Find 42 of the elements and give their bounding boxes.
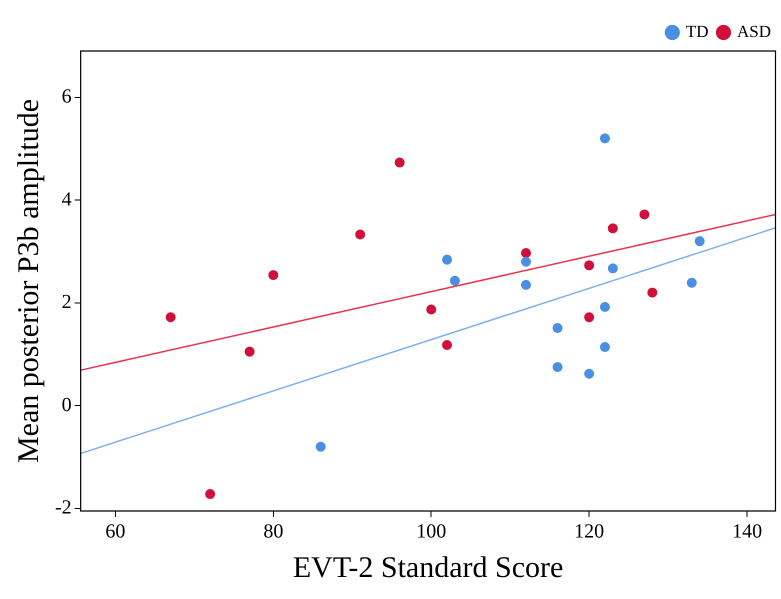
point [244,346,255,357]
point [647,288,658,298]
point [552,362,563,372]
point [205,489,216,500]
point [600,302,610,312]
point [520,256,531,267]
point [442,340,452,350]
x-tick-label: 100 [416,520,446,542]
point [639,209,650,220]
point [520,248,531,258]
point [520,280,531,290]
x-axis-title: EVT-2 Standard Score [292,550,564,584]
point [584,368,594,379]
point [600,342,610,352]
point [268,270,278,280]
point [584,312,594,322]
point [552,323,563,334]
point [600,133,610,144]
y-tick-label: 2 [62,291,72,314]
point [686,278,697,288]
y-tick-label: 0 [62,394,72,416]
point [608,263,618,274]
x-tick-label: 120 [574,520,604,542]
point [450,276,460,286]
legend-label: ASD [736,22,772,41]
y-tick-label: -2 [54,496,72,519]
x-tick-label: 60 [105,520,126,542]
point [442,254,452,265]
point [355,229,366,240]
x-tick-label: 80 [263,520,284,542]
point [694,236,705,246]
x-tick-label: 140 [732,520,762,542]
point [426,304,436,315]
point [608,223,618,234]
y-axis-title: Mean posterior P3b amplitude [12,98,45,464]
point [394,158,405,168]
point [166,312,176,322]
legend-label: TD [686,22,708,41]
y-tick-label: 6 [62,86,72,108]
point [316,442,326,452]
point [584,260,594,270]
y-tick-label: 4 [62,188,72,210]
